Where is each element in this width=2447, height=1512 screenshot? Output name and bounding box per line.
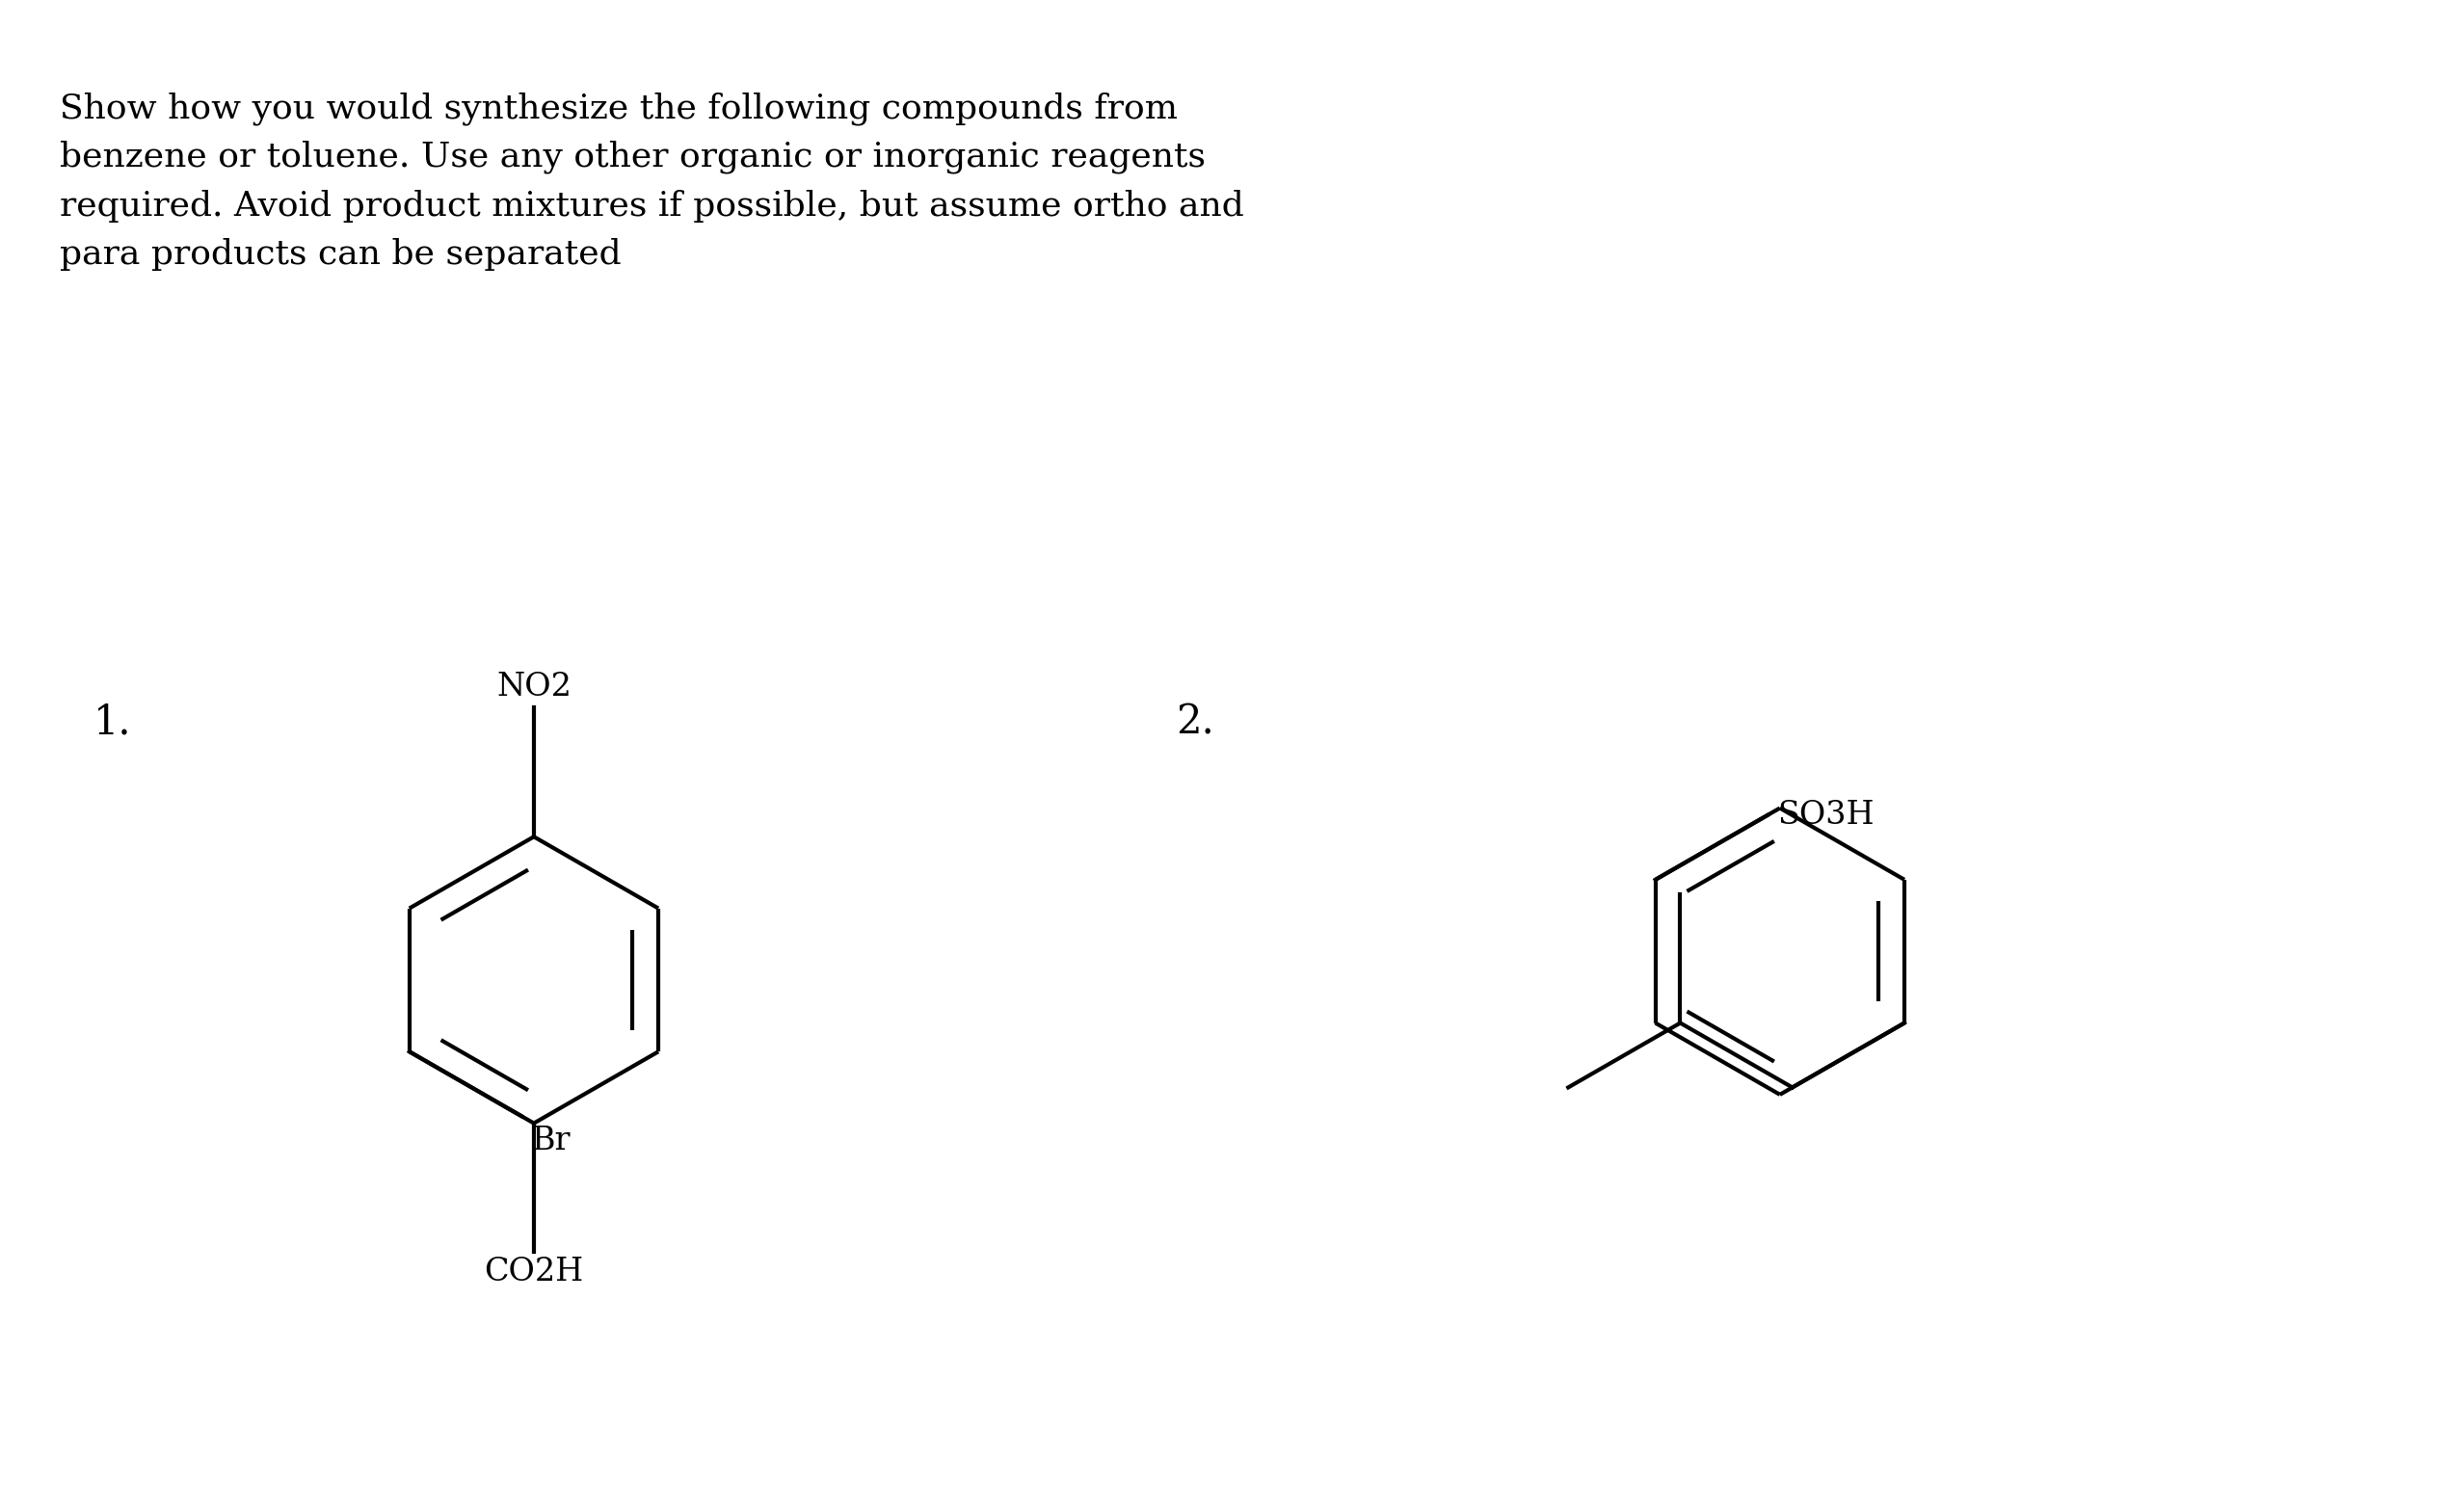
Text: SO3H: SO3H: [1777, 800, 1874, 830]
Text: NO2: NO2: [497, 673, 573, 703]
Text: Br: Br: [531, 1125, 570, 1157]
Text: Show how you would synthesize the following compounds from
benzene or toluene. U: Show how you would synthesize the follow…: [59, 92, 1243, 271]
Text: 1.: 1.: [93, 702, 132, 742]
Text: 2.: 2.: [1177, 702, 1214, 742]
Text: CO2H: CO2H: [485, 1256, 585, 1288]
